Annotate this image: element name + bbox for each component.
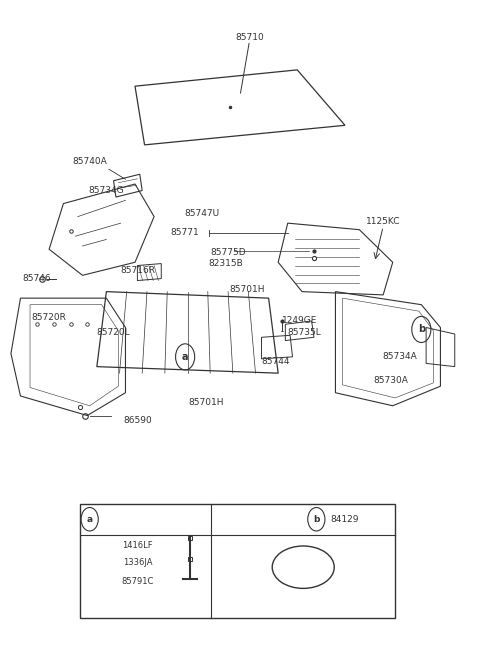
Text: 85720R: 85720R xyxy=(32,313,67,322)
Text: 85720L: 85720L xyxy=(97,328,131,337)
Text: 85746: 85746 xyxy=(23,274,51,283)
Text: 85716R: 85716R xyxy=(120,266,155,274)
Text: 84129: 84129 xyxy=(331,515,359,524)
Text: 85701H: 85701H xyxy=(229,285,265,294)
Text: 85734A: 85734A xyxy=(383,352,417,362)
Text: 85775D: 85775D xyxy=(210,248,246,257)
Text: 86590: 86590 xyxy=(123,416,152,424)
Text: b: b xyxy=(418,324,425,335)
Text: 1416LF: 1416LF xyxy=(122,542,153,550)
Text: 1125KC: 1125KC xyxy=(366,217,400,227)
Text: 1336JA: 1336JA xyxy=(123,558,152,567)
Text: 85791C: 85791C xyxy=(121,577,154,586)
Text: 85744: 85744 xyxy=(262,357,290,366)
Text: 85747U: 85747U xyxy=(184,209,219,218)
Text: 85771: 85771 xyxy=(171,229,200,237)
Text: b: b xyxy=(313,515,320,524)
Text: 85701H: 85701H xyxy=(189,398,224,407)
Text: 85735L: 85735L xyxy=(288,328,321,337)
Text: 82315B: 82315B xyxy=(208,259,243,268)
Text: a: a xyxy=(86,515,93,524)
Text: a: a xyxy=(182,352,188,362)
Text: 85710: 85710 xyxy=(235,33,264,42)
Text: 85730A: 85730A xyxy=(373,377,408,386)
Text: 1249GE: 1249GE xyxy=(282,316,317,326)
Text: 85740A: 85740A xyxy=(72,157,107,166)
Text: 85734G: 85734G xyxy=(89,186,124,195)
